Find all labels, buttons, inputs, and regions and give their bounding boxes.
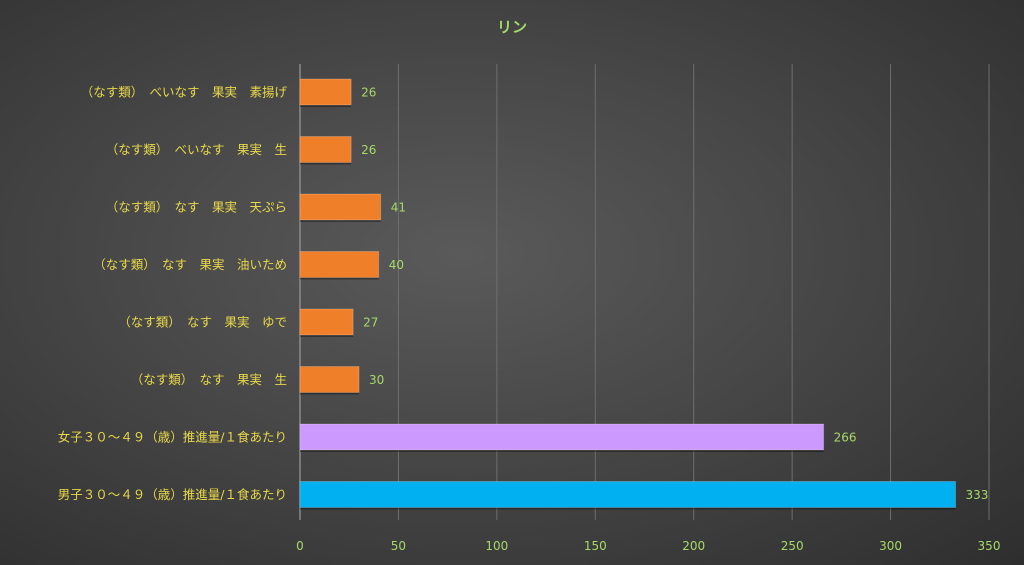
category-label: （なす類） なす 果実 油いため	[93, 257, 287, 272]
category-label: （なす類） べいなす 果実 素揚げ	[81, 85, 288, 100]
x-tick-label: 0	[296, 539, 304, 553]
category-label: （なす類） なす 果実 天ぷら	[106, 200, 287, 215]
category-label: （なす類） べいなす 果実 生	[106, 142, 287, 157]
x-tick-label: 300	[879, 539, 902, 553]
x-tick-label: 150	[584, 539, 607, 553]
chart-title: リン	[497, 18, 527, 36]
category-label: 女子３０～４９（歳）推進量/１食あたり	[58, 430, 287, 445]
data-label: 26	[361, 143, 376, 157]
bar	[299, 251, 380, 278]
x-axis-ticks: 0 50 100 150 200 250 300 350	[296, 539, 1000, 553]
bar	[299, 481, 956, 508]
category-labels: （なす類） べいなす 果実 素揚げ （なす類） べいなす 果実 生 （なす類） なす…	[58, 85, 288, 503]
value-labels: 26 26 41 40 27 30 266 333	[361, 86, 988, 503]
data-label: 26	[361, 86, 376, 100]
gridlines	[299, 64, 990, 520]
data-label: 333	[966, 488, 989, 502]
data-label: 30	[369, 373, 384, 387]
bar	[299, 366, 360, 393]
category-label: （なす類） なす 果実 生	[131, 372, 287, 387]
category-label: （なす類） なす 果実 ゆで	[118, 315, 287, 330]
x-tick-label: 250	[781, 539, 804, 553]
x-tick-label: 350	[978, 539, 1001, 553]
bar	[299, 78, 352, 106]
x-tick-label: 100	[485, 539, 508, 553]
bar	[299, 136, 352, 163]
data-label: 27	[363, 316, 378, 330]
data-label: 266	[834, 431, 857, 445]
bar	[299, 423, 825, 451]
bar	[299, 308, 354, 336]
data-label: 40	[389, 258, 404, 272]
bars	[299, 78, 956, 510]
data-label: 41	[391, 201, 406, 215]
category-label: 男子３０～４９（歳）推進量/１食あたり	[58, 487, 287, 502]
x-tick-label: 50	[391, 539, 406, 553]
x-tick-label: 200	[682, 539, 705, 553]
bar	[299, 193, 382, 221]
